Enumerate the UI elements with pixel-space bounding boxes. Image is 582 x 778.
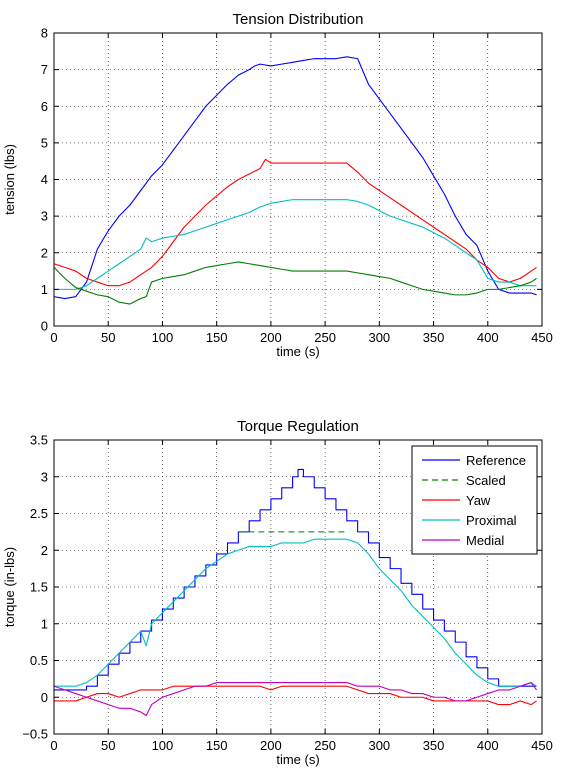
y-tick-label: 5: [41, 135, 48, 150]
y-tick-label: 0: [41, 690, 48, 705]
x-tick-label: 200: [260, 330, 282, 345]
x-axis-label: time (s): [276, 752, 319, 767]
legend-label: Scaled: [466, 473, 506, 488]
chart-title: Torque Regulation: [237, 418, 359, 435]
x-tick-label: 150: [206, 738, 228, 753]
y-axis-label: tension (lbs): [2, 144, 17, 215]
y-tick-label: 3.5: [30, 433, 48, 448]
chart-2: 0 50 100 150 200 250 300 350 400 450−0.500.511.52…: [2, 418, 553, 767]
y-tick-label: 2.5: [30, 506, 48, 521]
series-line-3: [54, 199, 537, 290]
x-tick-label: 0: [50, 738, 57, 753]
x-tick-label: 100: [152, 738, 174, 753]
x-tick-label: 350: [423, 330, 445, 345]
series-group: [54, 468, 538, 717]
x-tick-label: 400: [477, 738, 499, 753]
series-line-4: [54, 261, 537, 305]
x-tick-label: 100: [152, 330, 174, 345]
y-tick-label: 3: [41, 209, 48, 224]
y-tick-label: 1: [41, 282, 48, 297]
y-tick-label: 2: [41, 245, 48, 260]
series-line-proximal: [54, 538, 537, 687]
legend-label: Medial: [466, 533, 504, 548]
y-axis-label: torque (in-lbs): [2, 547, 17, 627]
x-tick-label: 200: [260, 738, 282, 753]
chart-title: Tension Distribution: [233, 11, 364, 28]
x-tick-label: 400: [477, 330, 499, 345]
series-line-2: [54, 158, 537, 287]
y-tick-label: 1: [41, 616, 48, 631]
y-tick-label: 7: [41, 62, 48, 77]
x-axis-label: time (s): [276, 344, 319, 359]
x-tick-label: 450: [531, 330, 553, 345]
y-tick-label: −0.5: [22, 727, 48, 742]
y-tick-label: 0: [41, 319, 48, 334]
x-tick-label: 300: [368, 738, 390, 753]
y-tick-label: 2: [41, 543, 48, 558]
chart-1: 0 50 100 150 200 250 300 350 400 450 0 1 2 3 4 5 6 7 8 Tens…: [2, 11, 553, 359]
x-tick-label: 50: [101, 738, 115, 753]
y-tick-label: 0.5: [30, 653, 48, 668]
x-tick-label: 0: [50, 330, 57, 345]
x-tick-label: 350: [423, 738, 445, 753]
legend-label: Yaw: [466, 493, 491, 508]
series-group: [54, 56, 537, 305]
y-tick-label: 8: [41, 26, 48, 41]
series-line-medial: [54, 682, 538, 717]
series-line-1: [54, 56, 537, 300]
y-tick-label: 4: [41, 172, 48, 187]
legend-label: Proximal: [466, 513, 517, 528]
x-tick-label: 300: [368, 330, 390, 345]
y-tick-label: 1.5: [30, 580, 48, 595]
y-tick-label: 6: [41, 99, 48, 114]
x-tick-label: 50: [101, 330, 115, 345]
x-tick-label: 250: [314, 738, 336, 753]
legend: Reference Scaled Yaw Proximal Medial: [411, 445, 538, 555]
legend-label: Reference: [466, 453, 526, 468]
x-tick-label: 450: [531, 738, 553, 753]
series-line-reference: [54, 468, 537, 691]
x-tick-label: 150: [206, 330, 228, 345]
x-tick-label: 250: [314, 330, 336, 345]
y-tick-label: 3: [41, 469, 48, 484]
